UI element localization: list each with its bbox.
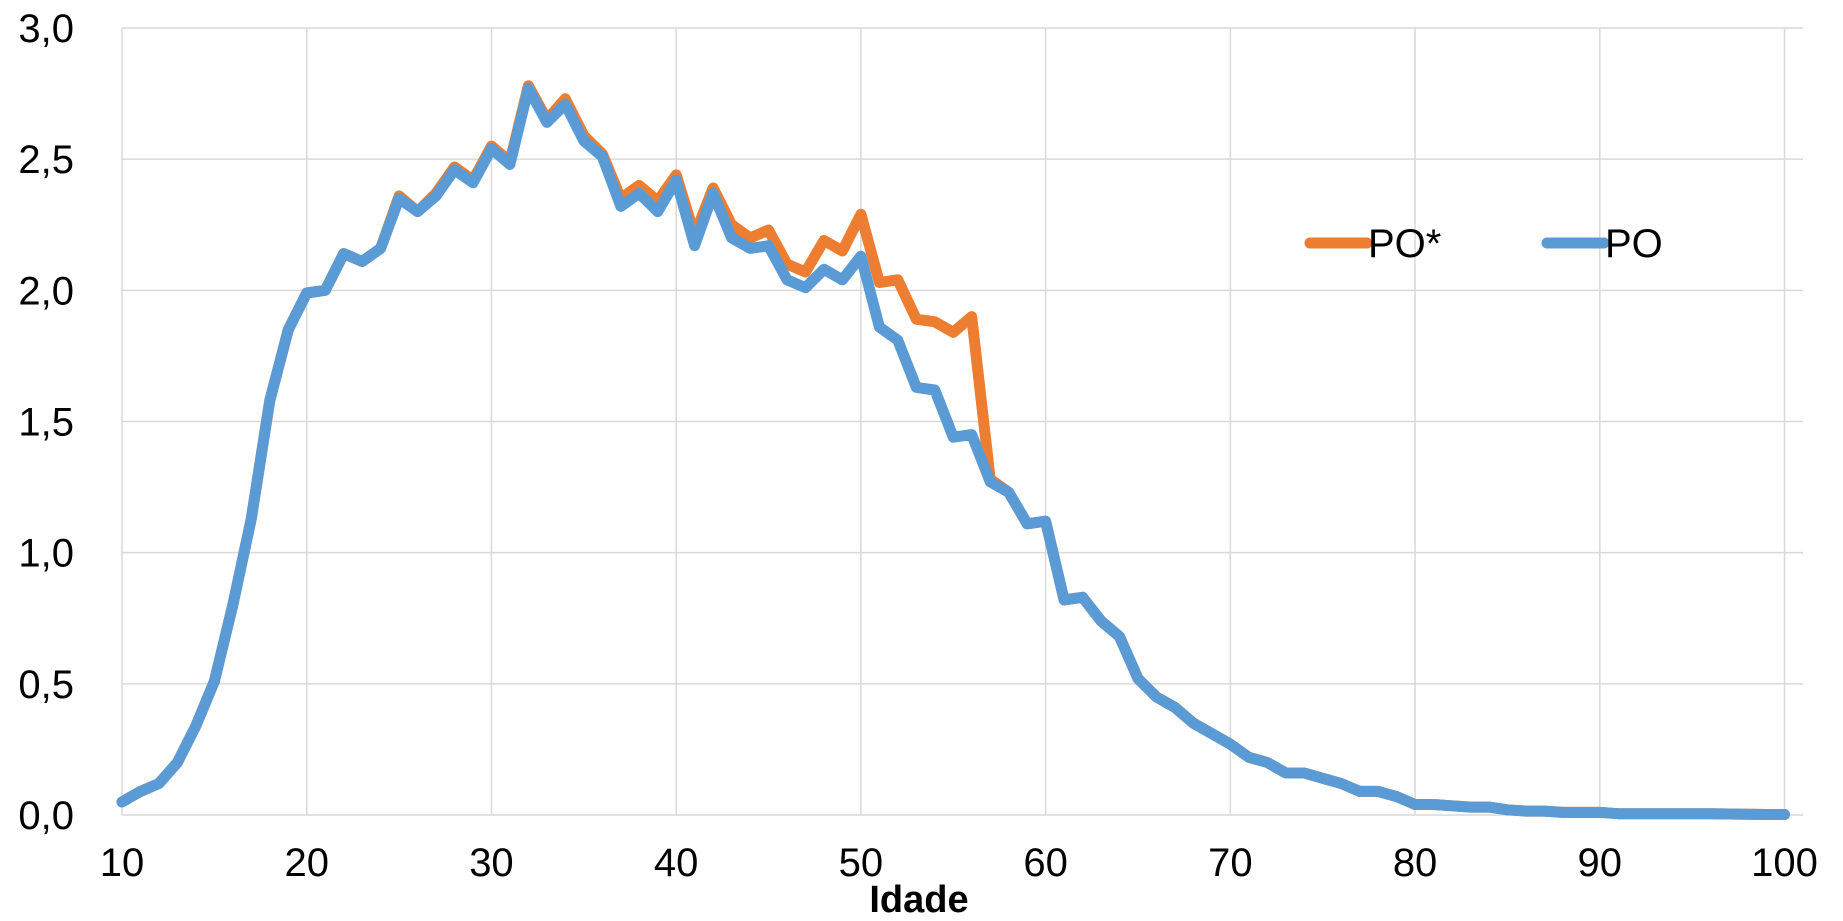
x-tick-label: 20: [284, 841, 329, 885]
y-axis: 0,0 0,5 1,0 1,5 2,0 2,5 3,0: [18, 7, 74, 838]
y-tick-label: 1,0: [18, 532, 74, 576]
y-tick-label: 3,0: [18, 7, 74, 51]
gridlines: [121, 27, 1803, 816]
x-tick-label: 50: [839, 841, 884, 885]
legend-label: PO*: [1368, 222, 1441, 266]
y-tick-label: 2,0: [18, 269, 74, 313]
y-tick-label: 1,5: [18, 401, 74, 445]
series-line-po: [116, 82, 1790, 820]
x-tick-label: 80: [1393, 841, 1438, 885]
x-tick-label: 70: [1208, 841, 1253, 885]
x-tick-label: 40: [654, 841, 699, 885]
x-tick-label: 30: [469, 841, 514, 885]
y-tick-label: 0,0: [18, 794, 74, 838]
y-tick-label: 0,5: [18, 663, 74, 707]
x-tick-label: 10: [100, 841, 145, 885]
x-axis: 10 20 30 40 50 60 70 80 90 100: [100, 841, 1818, 885]
series-line-po-star: [116, 80, 1790, 820]
x-axis-title: Idade: [869, 879, 968, 921]
legend-label: PO: [1605, 222, 1663, 266]
legend: PO* PO: [1304, 222, 1663, 266]
y-tick-label: 2,5: [18, 138, 74, 182]
x-tick-label: 90: [1578, 841, 1623, 885]
plot-series: [116, 80, 1790, 820]
x-tick-label: 100: [1751, 841, 1818, 885]
x-tick-label: 60: [1023, 841, 1068, 885]
